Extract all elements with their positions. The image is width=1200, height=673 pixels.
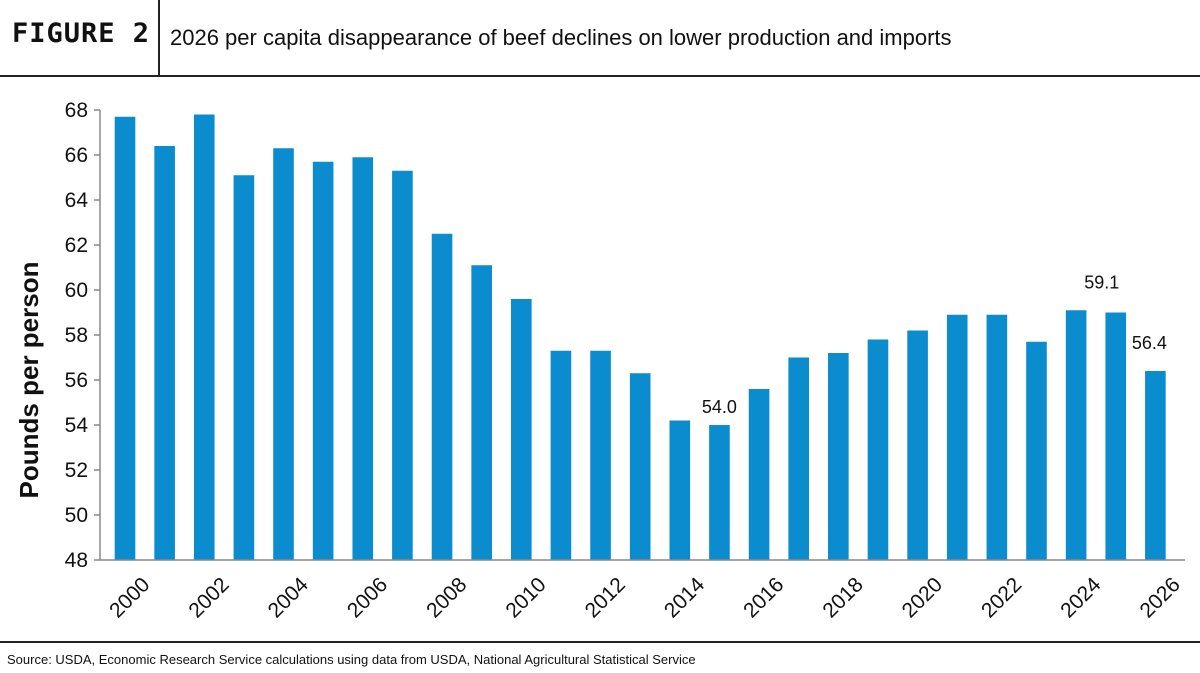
y-tick-label: 68 [65, 99, 88, 122]
x-tick-label: 2004 [264, 573, 314, 623]
bar-2006 [352, 157, 374, 560]
source-note: Source: USDA, Economic Research Service … [7, 652, 696, 667]
x-tick-label: 2018 [818, 573, 867, 622]
bar-2023 [1026, 341, 1047, 560]
bar-2005 [312, 161, 334, 560]
bars [114, 114, 1166, 560]
y-axis-label: Pounds per person [14, 262, 44, 499]
data-label-2026: 56.4 [1132, 333, 1167, 353]
x-axis: 2000 2002 2004 2006 2008 2010 2012 2014 2016 2018… [100, 559, 1185, 623]
top-rule [0, 75, 1200, 77]
bottom-rule [0, 641, 1200, 643]
figure-label: FIGURE 2 [12, 18, 151, 49]
bar-2021 [946, 314, 968, 560]
bar-2019 [867, 339, 889, 560]
y-tick-label: 62 [65, 234, 88, 257]
bar-2017 [788, 357, 810, 560]
bar-2001 [154, 146, 175, 560]
data-label-2025: 59.1 [1084, 273, 1119, 293]
bar-2004 [273, 148, 294, 560]
bar-2009 [471, 265, 492, 560]
data-labels: 54.0 59.1 56.4 [702, 273, 1167, 418]
y-tick-label: 58 [65, 324, 88, 347]
figure-title: 2026 per capita disappearance of beef de… [170, 25, 952, 50]
y-tick-label: 54 [65, 414, 89, 437]
bar-2002 [193, 114, 215, 560]
y-axis: 48 50 52 54 56 58 60 62 64 66 68 [65, 99, 101, 572]
bar-2025 [1105, 312, 1127, 560]
bar-2003 [233, 175, 255, 560]
y-tick-label: 52 [65, 459, 88, 482]
x-tick-label: 2000 [105, 573, 154, 622]
x-tick-label: 2026 [1135, 573, 1184, 622]
bar-2022 [986, 314, 1008, 560]
bar-2014 [669, 420, 691, 560]
bar-2007 [392, 170, 413, 560]
figure-header: FIGURE 2 2026 per capita disappearance o… [0, 0, 1200, 76]
bar-2000 [114, 116, 136, 560]
x-tick-label: 2020 [898, 573, 947, 622]
bar-2010 [510, 299, 532, 560]
x-tick-label: 2022 [977, 573, 1026, 622]
y-tick-label: 48 [65, 549, 88, 572]
bar-2011 [550, 350, 572, 560]
bar-2008 [431, 233, 453, 560]
x-tick-label: 2006 [343, 573, 392, 622]
x-tick-label: 2024 [1056, 573, 1106, 623]
bar-2016 [748, 389, 770, 560]
header-divider [158, 0, 160, 76]
bar-2013 [629, 373, 651, 560]
bar-2015 [709, 425, 730, 560]
x-tick-label: 2016 [739, 573, 788, 622]
x-tick-label: 2008 [422, 573, 471, 622]
bar-2024 [1065, 310, 1087, 560]
bar-2018 [828, 353, 849, 560]
y-tick-label: 64 [65, 189, 89, 212]
data-label-2015: 54.0 [702, 397, 737, 417]
x-tick-label: 2012 [581, 573, 630, 622]
x-tick-label: 2002 [184, 573, 233, 622]
x-tick-label: 2010 [501, 573, 550, 622]
y-tick-label: 66 [65, 144, 88, 167]
bar-2020 [907, 330, 928, 560]
x-tick-label: 2014 [660, 573, 710, 623]
bar-2012 [590, 350, 611, 560]
bar-2026 [1145, 371, 1166, 560]
y-tick-label: 50 [65, 504, 88, 527]
y-tick-label: 56 [65, 369, 88, 392]
y-tick-label: 60 [65, 279, 88, 302]
